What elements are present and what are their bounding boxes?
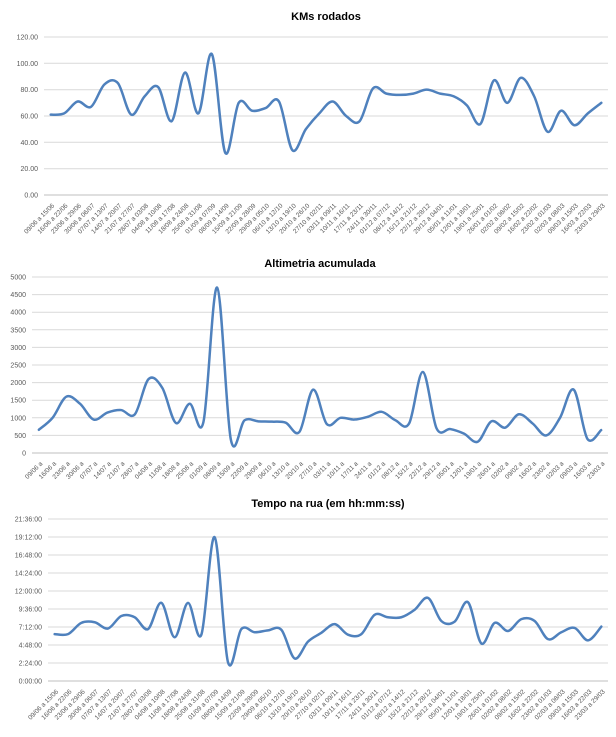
y-tick-label: 1000 [10, 415, 26, 422]
chart-title-tempo-na-rua: Tempo na rua (em hh:mm:ss) [251, 498, 405, 510]
y-tick-label: 2000 [10, 380, 26, 387]
y-tick-label: 16:48:00 [15, 553, 42, 560]
y-tick-label: 21:36:00 [15, 517, 42, 524]
chart-1[interactable]: 0 500 1000 1500 2000 2500 3000 3500 4000 4500 5000… [10, 275, 608, 481]
y-tick-label: 1500 [10, 398, 26, 405]
y-tick-label: 20.00 [20, 166, 38, 173]
chart-2[interactable]: 0:00:00 2:24:00 4:48:00 7:12:00 9:36:00 12:00… [15, 517, 608, 722]
series-line [53, 535, 603, 667]
y-tick-label: 0:00:00 [19, 679, 42, 686]
y-tick-label: 60.00 [20, 114, 38, 121]
y-tick-label: 4500 [10, 292, 26, 299]
y-tick-label: 100.00 [17, 61, 39, 68]
y-tick-label: 40.00 [20, 140, 38, 147]
y-tick-label: 2500 [10, 363, 26, 370]
y-tick-label: 80.00 [20, 87, 38, 94]
chart-0[interactable]: 0.0020.0040.0060.0080.00100.00120.0009/0… [17, 35, 608, 236]
y-tick-label: 3500 [10, 327, 26, 334]
y-tick-label: 0.00 [24, 193, 38, 200]
y-tick-label: 7:12:00 [19, 625, 42, 632]
y-tick-label: 9:36:00 [19, 607, 42, 614]
y-tick-label: 4000 [10, 310, 26, 317]
chart-title-altimetria-acumulada: Altimetria acumulada [264, 258, 376, 270]
chart-title-kms-rodados: KMs rodados [291, 11, 361, 23]
y-tick-label: 19:12:00 [15, 535, 42, 542]
y-tick-label: 5000 [10, 275, 26, 282]
y-tick-label: 120.00 [17, 35, 39, 42]
y-tick-label: 2:24:00 [19, 661, 42, 668]
y-tick-label: 14:24:00 [15, 571, 42, 578]
y-tick-label: 0 [22, 451, 26, 458]
y-tick-label: 4:48:00 [19, 643, 42, 650]
y-tick-label: 3000 [10, 345, 26, 352]
series-line [49, 52, 603, 155]
series-line [37, 286, 603, 448]
y-tick-label: 500 [14, 433, 26, 440]
y-tick-label: 12:00:00 [15, 589, 42, 596]
